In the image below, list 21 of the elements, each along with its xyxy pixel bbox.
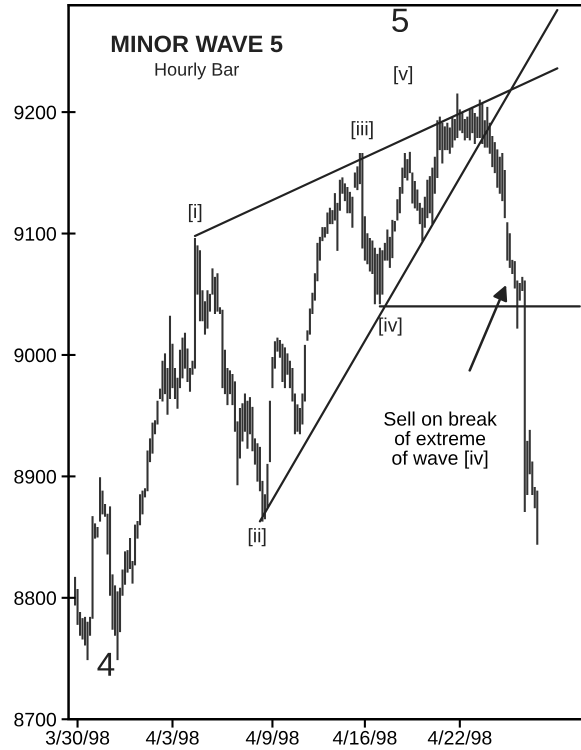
x-tick-label: 4/22/98 — [428, 730, 492, 745]
x-tick-label: 4/16/98 — [332, 730, 396, 745]
annotation: [iv] — [379, 317, 402, 336]
y-tick-label: 8800 — [14, 591, 56, 606]
text: MINOR WAVE 5 — [112, 36, 282, 52]
x-tick-label: 3/30/98 — [46, 730, 110, 745]
annotation: [ii] — [248, 528, 266, 546]
x-tick-label: 4/3/98 — [146, 730, 199, 745]
annotation: [v] — [394, 66, 412, 84]
y-tick-label: 8700 — [14, 712, 56, 726]
y-tick-label: 8900 — [14, 470, 56, 484]
annotation: 4 — [97, 652, 114, 676]
y-tick-label: 9100 — [14, 227, 56, 241]
y-tick-label: 9000 — [14, 348, 56, 362]
x-tick-label: 4/9/98 — [246, 730, 299, 745]
text: Hourly Bar — [156, 62, 240, 80]
annotation: [i] — [188, 204, 202, 222]
annotation: 5 — [392, 8, 408, 32]
annotation: [iii] — [352, 121, 373, 140]
annotation: Sell on break of extreme of wave [iv] — [384, 411, 497, 469]
y-tick-label: 9200 — [14, 106, 56, 120]
